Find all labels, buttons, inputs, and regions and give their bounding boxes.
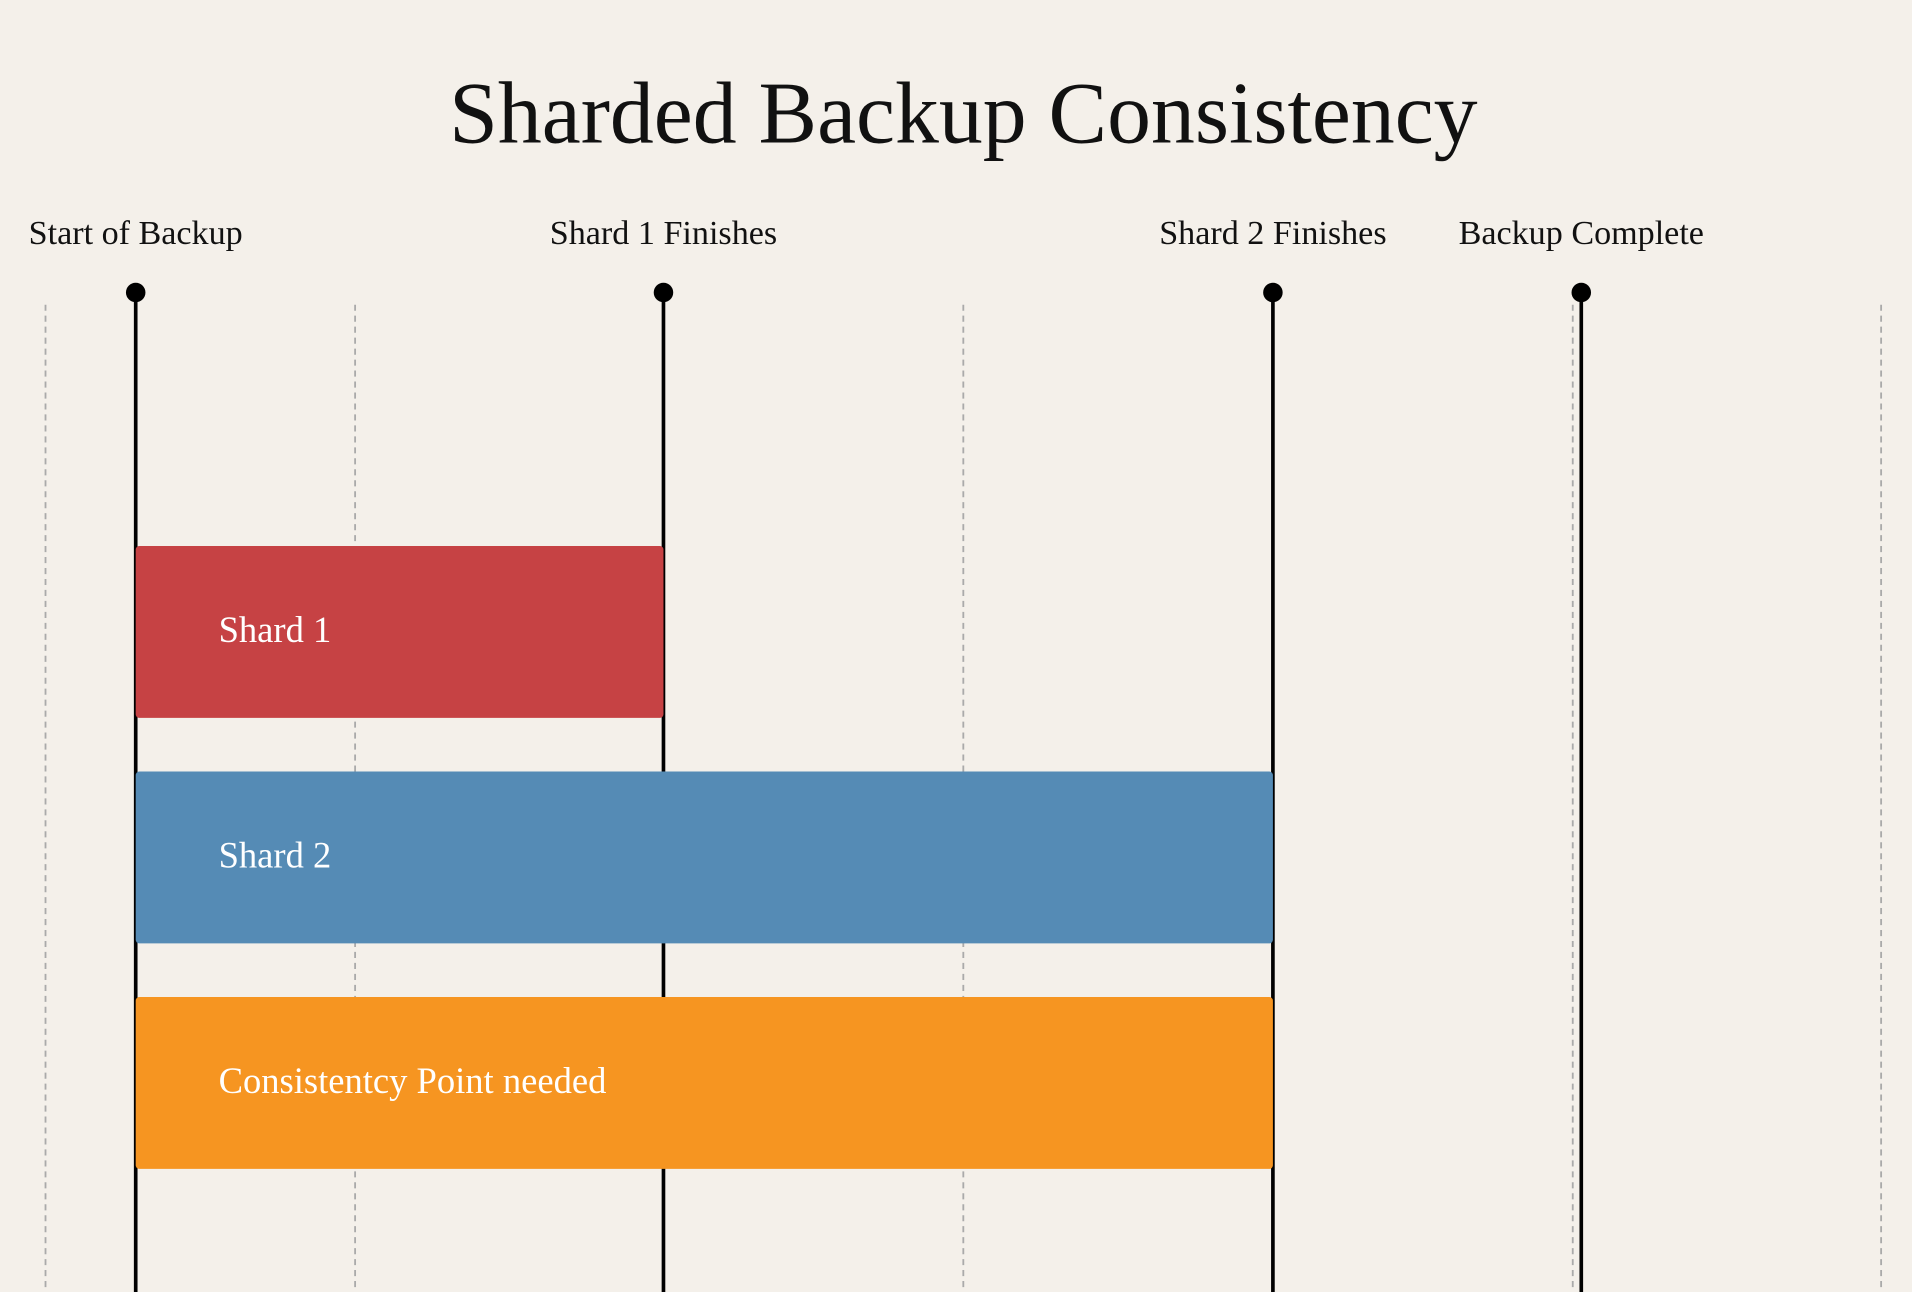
milestone-dot [1263, 282, 1283, 303]
milestone-label: Start of Backup [29, 215, 243, 252]
milestone-label: Shard 2 Finishes [1159, 215, 1386, 252]
bar-label: Shard 2 [219, 835, 332, 876]
milestone-label: Backup Complete [1459, 215, 1704, 252]
bar [135, 771, 1273, 944]
bar-label: Shard 1 [219, 609, 332, 650]
bar-label: Consistentcy Point needed [219, 1060, 607, 1101]
bar [135, 997, 1273, 1169]
bar [135, 546, 664, 718]
title: Sharded Backup Consistency [449, 65, 1478, 162]
milestone-dot [1571, 282, 1592, 303]
milestone-dot [125, 282, 146, 303]
milestone-dot [653, 282, 674, 303]
bars: Shard 1 Shard 2 Consistentcy Point neede… [135, 546, 1273, 1169]
milestone-label: Shard 1 Finishes [550, 215, 777, 252]
